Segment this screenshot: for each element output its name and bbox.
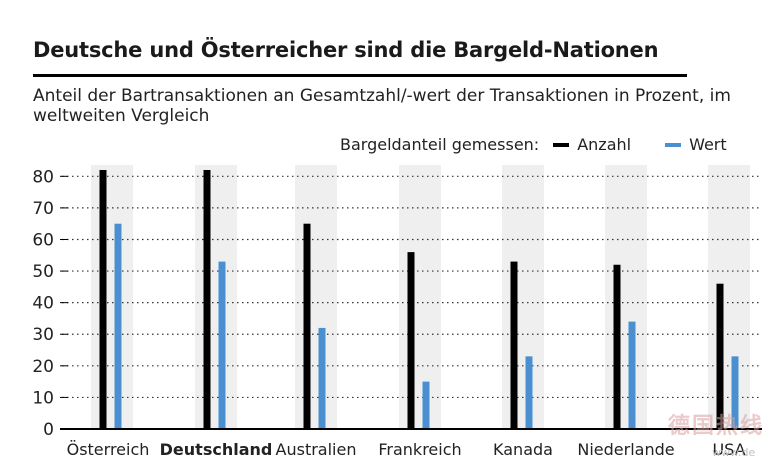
category-panel xyxy=(502,165,544,429)
bar-anzahl xyxy=(407,252,415,429)
y-tick-label: 40 xyxy=(32,294,54,314)
legend-anzahl: Anzahl xyxy=(577,135,632,154)
x-tick-label: Österreich xyxy=(67,440,150,459)
legend: Bargeldanteil gemessen: Anzahl Wert xyxy=(340,135,727,154)
watermark-domain: www.de xyxy=(712,446,756,459)
watermark: 德国热线 xyxy=(668,414,765,439)
category-panel xyxy=(605,165,647,429)
title-rule xyxy=(33,74,687,77)
category-panel xyxy=(708,165,750,429)
x-tick-label: USA xyxy=(712,440,745,459)
bar-wert xyxy=(628,321,636,429)
bar-anzahl xyxy=(510,261,518,429)
x-tick-label: Australien xyxy=(276,440,357,459)
legend-wert: Wert xyxy=(689,135,727,154)
category-panel xyxy=(91,165,133,429)
bar-wert xyxy=(731,356,739,429)
bar-wert xyxy=(218,261,226,429)
y-tick-label: 0 xyxy=(43,420,54,440)
y-tick-label: 60 xyxy=(32,230,54,250)
x-tick-label: Frankreich xyxy=(378,440,461,459)
bar-anzahl xyxy=(613,264,621,429)
category-panel xyxy=(295,165,337,429)
x-tick-label: Deutschland xyxy=(160,440,273,459)
x-tick-label: Niederlande xyxy=(577,440,674,459)
legend-swatch-wert xyxy=(665,142,682,147)
bar-wert xyxy=(318,327,326,429)
y-tick-label: 80 xyxy=(32,167,54,187)
chart-subtitle: Anteil der Bartransaktionen an Gesamtzah… xyxy=(33,86,731,126)
y-tick-label: 10 xyxy=(32,388,54,408)
x-tick-label: Kanada xyxy=(493,440,553,459)
y-tick-label: 20 xyxy=(32,357,54,377)
legend-label: Bargeldanteil gemessen: xyxy=(340,135,540,154)
bar-anzahl xyxy=(99,170,107,429)
bar-anzahl xyxy=(203,170,211,429)
y-tick-label: 70 xyxy=(32,199,54,219)
chart-title: Deutsche und Österreicher sind die Barge… xyxy=(33,38,659,62)
bar-anzahl xyxy=(303,223,311,429)
bar-wert xyxy=(525,356,533,429)
category-panel xyxy=(399,165,441,429)
y-tick-label: 50 xyxy=(32,262,54,282)
category-panel xyxy=(195,165,237,429)
y-tick-label: 30 xyxy=(32,325,54,345)
bar-anzahl xyxy=(716,283,724,429)
bar-wert xyxy=(422,381,430,429)
bar-wert xyxy=(114,223,122,429)
legend-swatch-anzahl xyxy=(553,142,570,147)
